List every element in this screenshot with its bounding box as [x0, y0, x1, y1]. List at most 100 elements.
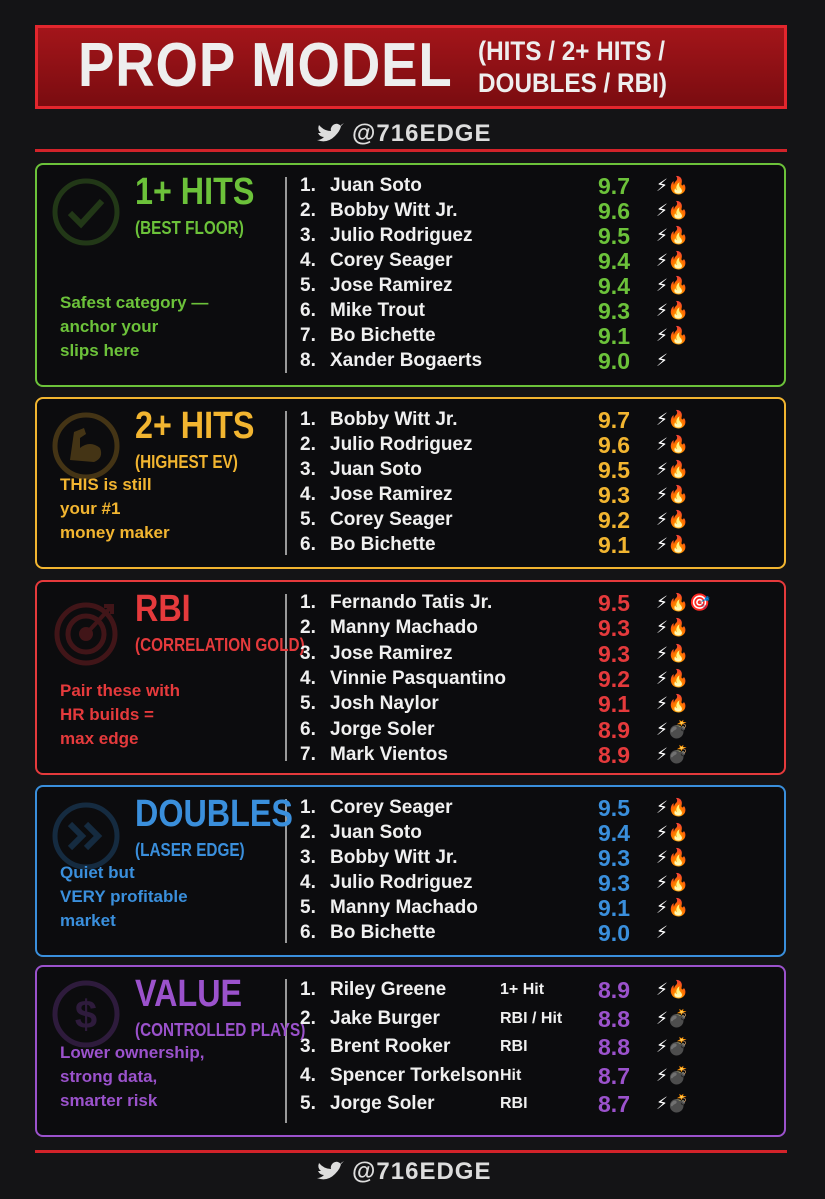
score: 9.0 — [598, 920, 630, 946]
section-box — [35, 580, 786, 775]
section-description: market — [60, 911, 116, 930]
score: 9.1 — [598, 895, 630, 921]
player-name: Mark Vientos — [330, 743, 448, 765]
section-description: strong data, — [60, 1067, 158, 1086]
section-box — [35, 785, 786, 957]
section-subtitle: (CORRELATION GOLD) — [135, 635, 305, 655]
prop-note: 1+ Hit — [500, 981, 545, 998]
player-name: Juan Soto — [330, 459, 422, 480]
player-name: Brent Rooker — [330, 1036, 451, 1057]
rank: 4. — [300, 1064, 316, 1086]
rank: 3. — [300, 1036, 316, 1057]
score: 9.3 — [598, 870, 630, 896]
score: 9.0 — [598, 348, 630, 374]
score: 9.4 — [598, 820, 630, 846]
section-divider — [285, 411, 287, 555]
rank: 4. — [300, 250, 316, 271]
rank: 3. — [300, 642, 316, 664]
score: 9.1 — [598, 532, 630, 558]
section-box — [35, 965, 786, 1137]
section-box — [35, 163, 786, 387]
section-description: VERY profitable — [60, 887, 188, 906]
player-name: Spencer Torkelson — [330, 1064, 500, 1086]
rank: 5. — [300, 275, 316, 296]
player-name: Mike Trout — [330, 300, 426, 321]
icons: ⚡🔥 — [656, 301, 690, 321]
icons: ⚡🔥 — [656, 535, 690, 555]
page-subtitle: (HITS / 2+ HITS / — [478, 36, 666, 66]
rank: 6. — [300, 300, 316, 321]
player-name: Jose Ramirez — [330, 642, 453, 664]
section-divider — [285, 177, 287, 373]
section-description: Pair these with — [60, 681, 180, 700]
icons: ⚡💣 — [656, 744, 690, 765]
handle: @716EDGE — [352, 1158, 492, 1185]
icons: ⚡🔥 — [656, 485, 690, 505]
player-name: Corey Seager — [330, 797, 453, 818]
section-title: 2+ HITS — [135, 405, 255, 447]
player-name: Josh Naylor — [330, 693, 439, 715]
rank: 7. — [300, 743, 316, 765]
rank: 5. — [300, 509, 316, 530]
icons: ⚡🔥 — [656, 410, 690, 430]
score: 9.4 — [598, 248, 630, 274]
icons: ⚡🔥 — [656, 848, 690, 868]
score: 9.3 — [598, 640, 630, 667]
score: 9.2 — [598, 507, 630, 533]
score: 9.5 — [598, 457, 630, 483]
icons: ⚡💣 — [656, 1008, 690, 1029]
player-name: Jose Ramirez — [330, 275, 453, 296]
player-name: Bobby Witt Jr. — [330, 409, 458, 430]
section-subtitle: (HIGHEST EV) — [135, 452, 238, 472]
score: 9.5 — [598, 223, 630, 249]
player-name: Manny Machado — [330, 617, 478, 639]
icons: ⚡🔥 — [656, 326, 690, 346]
score: 9.6 — [598, 198, 630, 224]
section-description: HR builds = — [60, 705, 154, 724]
player-name: Jake Burger — [330, 1007, 440, 1029]
player-name: Xander Bogaerts — [330, 350, 483, 371]
icons: ⚡🔥 — [656, 668, 690, 689]
header-banner — [35, 25, 787, 109]
player-name: Bo Bichette — [330, 922, 436, 943]
player-name: Bo Bichette — [330, 325, 436, 346]
page-title: PROP MODEL — [78, 31, 453, 100]
rank: 6. — [300, 922, 316, 943]
rank: 1. — [300, 979, 316, 1000]
prop-note: RBI — [500, 1095, 528, 1112]
icons: ⚡🔥 — [656, 510, 690, 530]
rank: 7. — [300, 325, 316, 346]
rank: 4. — [300, 484, 316, 505]
score: 8.8 — [598, 1005, 630, 1032]
icons: ⚡🔥🎯 — [656, 593, 711, 613]
player-name: Bo Bichette — [330, 534, 436, 555]
section-description: Quiet but — [60, 863, 135, 882]
rank: 2. — [300, 822, 316, 843]
icons: ⚡🔥 — [656, 823, 690, 843]
rank: 1. — [300, 409, 316, 430]
player-name: Corey Seager — [330, 509, 453, 530]
section-title: 1+ HITS — [135, 171, 255, 213]
score: 9.3 — [598, 845, 630, 871]
rank: 3. — [300, 459, 316, 480]
section-subtitle: (CONTROLLED PLAYS) — [135, 1020, 306, 1040]
player-name: Bobby Witt Jr. — [330, 847, 458, 868]
player-name: Julio Rodriguez — [330, 872, 473, 893]
prop-note: RBI / Hit — [500, 1009, 563, 1027]
score: 9.5 — [598, 795, 630, 821]
section-description: Safest category — — [60, 293, 209, 312]
player-name: Julio Rodriguez — [330, 225, 473, 246]
icons: ⚡🔥 — [656, 898, 690, 918]
player-name: Corey Seager — [330, 250, 453, 271]
handle: @716EDGE — [352, 120, 492, 147]
score: 8.7 — [598, 1062, 630, 1089]
score: 8.9 — [598, 716, 630, 743]
icons: ⚡ — [656, 351, 668, 371]
icons: ⚡ — [656, 923, 668, 943]
score: 8.7 — [598, 1091, 630, 1117]
section-subtitle: (LASER EDGE) — [135, 840, 245, 860]
icons: ⚡🔥 — [656, 201, 690, 221]
player-name: Fernando Tatis Jr. — [330, 592, 493, 613]
score: 9.3 — [598, 615, 630, 642]
icons: ⚡🔥 — [656, 873, 690, 893]
